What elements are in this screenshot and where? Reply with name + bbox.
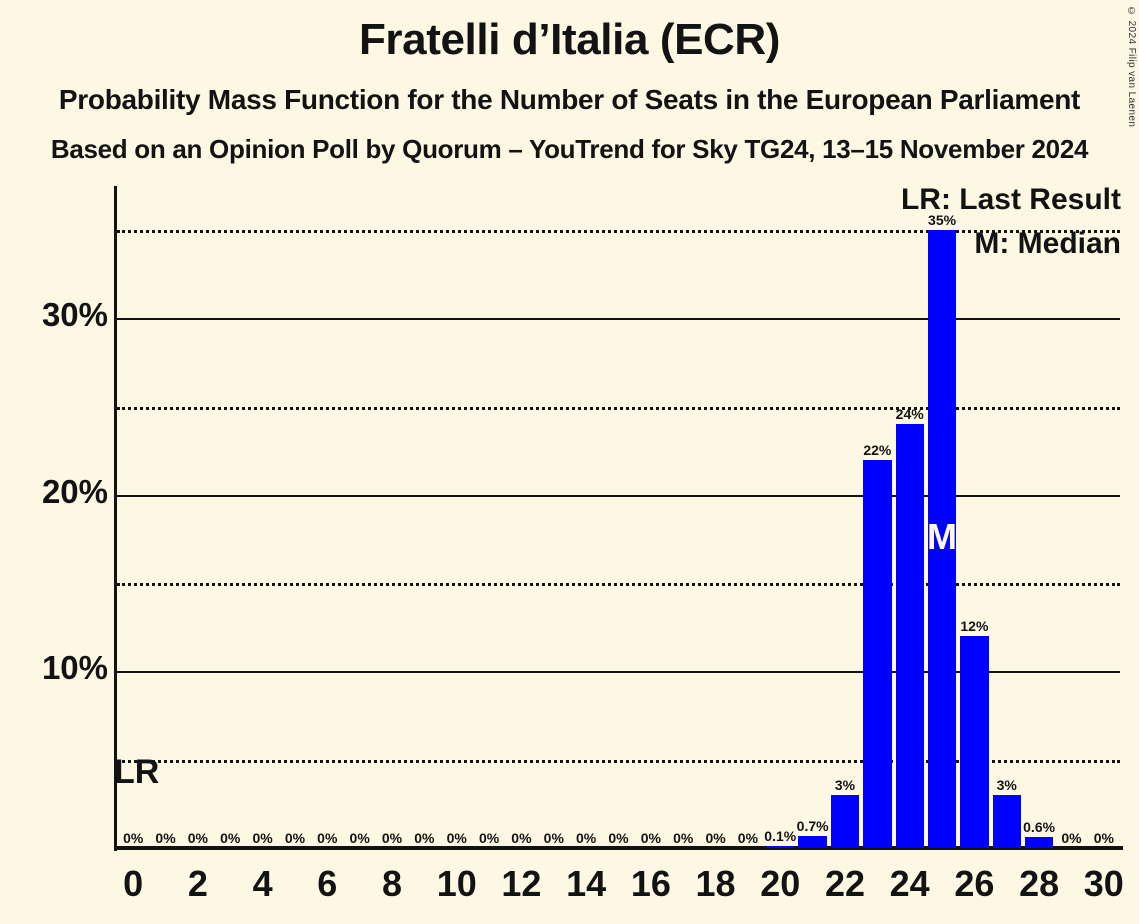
bar	[766, 846, 795, 848]
bar-value-label: 0%	[478, 830, 500, 846]
bar-value-label: 0%	[543, 830, 564, 846]
x-axis	[114, 846, 1123, 850]
bar-value-label: 12%	[960, 618, 989, 635]
gridline-minor	[117, 230, 1120, 234]
bar-value-label: 0.6%	[1023, 819, 1056, 836]
x-axis-tick-label: 0	[123, 863, 144, 904]
bar-value-label: 0%	[1061, 830, 1082, 846]
x-axis-tick-label: 6	[317, 863, 338, 904]
gridline-major	[117, 494, 1120, 497]
y-axis-tick-label: 10%	[41, 649, 108, 687]
copyright-notice: © 2024 Filip van Laenen	[1126, 6, 1137, 128]
x-axis-tick-label: 12	[501, 863, 542, 904]
bar	[960, 636, 989, 848]
bar-value-label: 0%	[252, 830, 273, 846]
bar-value-label: 0%	[220, 830, 241, 846]
x-axis-tick-label: 24	[889, 863, 930, 904]
bar-value-label: 0%	[123, 830, 144, 846]
x-axis-tick-label: 26	[954, 863, 995, 904]
bar-value-label: 0%	[608, 830, 629, 846]
median-marker: M	[927, 516, 958, 558]
gridline-minor	[117, 759, 1120, 763]
plot-area: 0% 0% 0% 0% 0% 0% 0% 0% 0% 0% 0% 0% 0% 0% 0% 0% 0% 0% 0% 0%…	[117, 186, 1120, 848]
bar-value-label: 0%	[576, 830, 597, 846]
y-axis-tick-label: 20%	[41, 472, 108, 510]
bar-value-label: 0%	[414, 830, 435, 846]
bar	[895, 424, 924, 848]
gridline-major	[117, 318, 1120, 321]
bar-value-label: 3%	[834, 777, 856, 794]
bar-value-label: 0%	[155, 830, 176, 846]
bar	[992, 795, 1021, 848]
bar-value-label: 0%	[673, 830, 694, 846]
bar	[798, 835, 827, 848]
x-axis-tick-label: 2	[187, 863, 208, 904]
bar	[1024, 837, 1054, 848]
bar-value-label: 22%	[863, 441, 892, 458]
bar-value-label: 0%	[381, 830, 403, 846]
page-title: Fratelli d’Italia (ECR)	[358, 15, 781, 64]
bar-value-label: 0.7%	[796, 817, 829, 834]
x-axis-tick-label: 8	[382, 863, 403, 904]
bar-value-label: 0%	[737, 830, 759, 846]
y-axis-tick-label: 30%	[41, 296, 108, 334]
legend-last-result: LR: Last Result	[900, 183, 1121, 216]
bar-value-label: 0%	[284, 830, 306, 846]
gridline-major	[117, 671, 1120, 674]
bar	[927, 230, 957, 848]
legend-median: M: Median	[974, 227, 1121, 260]
bar-value-label: 0%	[446, 830, 467, 846]
x-axis-tick-label: 4	[252, 863, 273, 904]
x-axis-tick-label: 14	[566, 863, 607, 904]
last-result-marker: LR	[114, 753, 160, 791]
bar-value-label: 0%	[640, 830, 661, 846]
gridline-minor	[117, 406, 1120, 410]
chart-source-note: Based on an Opinion Poll by Quorum – You…	[50, 134, 1089, 164]
gridline-minor	[117, 583, 1120, 587]
bar-value-label: 24%	[895, 406, 924, 423]
bar-value-label: 0%	[317, 830, 338, 846]
bar-value-label: 3%	[996, 777, 1017, 794]
x-axis-tick-label: 16	[630, 863, 671, 904]
x-axis-tick-label: 18	[695, 863, 736, 904]
x-axis-tick-label: 10	[436, 863, 477, 904]
x-axis-tick-label: 30	[1083, 863, 1124, 904]
bar-value-label: 0%	[187, 830, 208, 846]
x-axis-tick-label: 20	[760, 863, 801, 904]
bar	[863, 459, 892, 848]
bar-value-label: 0%	[705, 830, 726, 846]
y-axis	[114, 186, 117, 851]
bar-value-label: 0%	[349, 830, 370, 846]
x-axis-tick-label: 22	[824, 863, 865, 904]
bar-value-label: 0.1%	[764, 828, 797, 845]
chart-subtitle: Probability Mass Function for the Number…	[58, 84, 1081, 115]
bar-value-label: 0%	[511, 830, 532, 846]
bar	[830, 795, 860, 848]
x-axis-tick-label: 28	[1019, 863, 1060, 904]
bar-value-label: 35%	[928, 212, 957, 229]
bar-value-label: 0%	[1093, 830, 1114, 846]
